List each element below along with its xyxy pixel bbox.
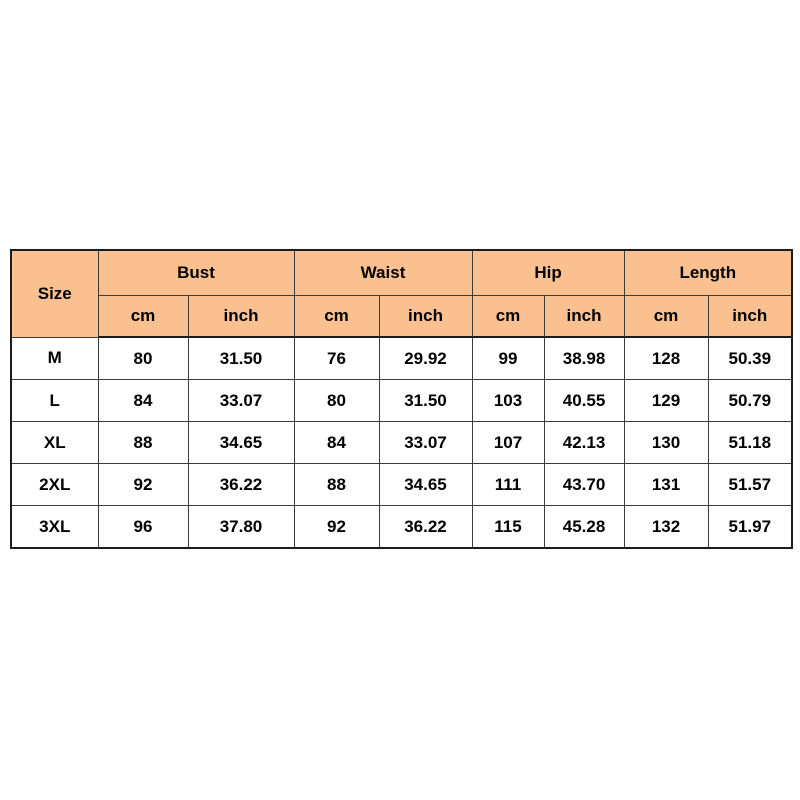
cell-hip-inch: 45.28	[543, 505, 625, 549]
unit-header-hip-cm: cm	[471, 295, 545, 338]
row-size-label: 2XL	[10, 463, 99, 506]
cell-length-cm: 128	[623, 336, 709, 380]
cell-waist-cm: 84	[293, 421, 380, 464]
table-row-l: L 84 33.07 80 31.50 103 40.55 129 50.79	[10, 379, 793, 422]
cell-waist-inch: 31.50	[378, 379, 473, 422]
header-units-row: cm inch cm inch cm inch cm inch	[11, 295, 793, 338]
cell-length-inch: 51.18	[707, 421, 793, 464]
cell-length-inch: 50.79	[707, 379, 793, 422]
cell-waist-inch: 36.22	[378, 505, 473, 549]
cell-length-inch: 51.57	[707, 463, 793, 506]
cell-waist-inch: 33.07	[378, 421, 473, 464]
group-header-bust: Bust	[97, 249, 295, 296]
cell-hip-inch: 43.70	[543, 463, 625, 506]
cell-bust-cm: 80	[97, 336, 189, 380]
cell-waist-inch: 34.65	[378, 463, 473, 506]
row-size-label: XL	[10, 421, 99, 464]
unit-header-hip-inch: inch	[543, 295, 625, 338]
header-groups-row: Size Bust Waist Hip Length	[10, 249, 793, 338]
cell-hip-cm: 111	[471, 463, 545, 506]
cell-hip-inch: 40.55	[543, 379, 625, 422]
cell-bust-cm: 96	[97, 505, 189, 549]
cell-bust-inch: 31.50	[187, 336, 295, 380]
cell-length-cm: 130	[623, 421, 709, 464]
cell-hip-cm: 103	[471, 379, 545, 422]
unit-header-waist-cm: cm	[293, 295, 380, 338]
unit-header-length-inch: inch	[707, 295, 793, 338]
cell-waist-cm: 88	[293, 463, 380, 506]
cell-waist-cm: 76	[293, 336, 380, 380]
cell-waist-cm: 80	[293, 379, 380, 422]
cell-bust-inch: 34.65	[187, 421, 295, 464]
cell-length-inch: 51.97	[707, 505, 793, 549]
cell-waist-inch: 29.92	[378, 336, 473, 380]
row-size-label: L	[10, 379, 99, 422]
unit-header-bust-cm: cm	[97, 295, 189, 338]
group-header-hip: Hip	[471, 249, 625, 296]
cell-hip-inch: 38.98	[543, 336, 625, 380]
unit-header-waist-inch: inch	[378, 295, 473, 338]
size-corner-header: Size	[10, 249, 99, 338]
table-row-xl: XL 88 34.65 84 33.07 107 42.13 130 51.18	[10, 421, 793, 464]
cell-length-cm: 132	[623, 505, 709, 549]
cell-hip-cm: 99	[471, 336, 545, 380]
table-row-m: M 80 31.50 76 29.92 99 38.98 128 50.39	[10, 336, 793, 380]
cell-hip-cm: 107	[471, 421, 545, 464]
row-size-label: M	[10, 336, 99, 380]
unit-header-length-cm: cm	[623, 295, 709, 338]
cell-length-cm: 129	[623, 379, 709, 422]
size-chart-table: Size Bust Waist Hip Length cm inch cm in…	[10, 249, 794, 549]
group-header-waist: Waist	[293, 249, 473, 296]
group-header-length: Length	[623, 249, 793, 296]
cell-hip-cm: 115	[471, 505, 545, 549]
cell-bust-cm: 84	[97, 379, 189, 422]
row-size-label: 3XL	[10, 505, 99, 549]
cell-length-inch: 50.39	[707, 336, 793, 380]
cell-bust-inch: 37.80	[187, 505, 295, 549]
table-row-2xl: 2XL 92 36.22 88 34.65 111 43.70 131 51.5…	[10, 463, 793, 506]
cell-waist-cm: 92	[293, 505, 380, 549]
cell-hip-inch: 42.13	[543, 421, 625, 464]
cell-bust-inch: 36.22	[187, 463, 295, 506]
cell-length-cm: 131	[623, 463, 709, 506]
unit-header-bust-inch: inch	[187, 295, 295, 338]
cell-bust-inch: 33.07	[187, 379, 295, 422]
table-row-3xl: 3XL 96 37.80 92 36.22 115 45.28 132 51.9…	[10, 505, 793, 549]
cell-bust-cm: 88	[97, 421, 189, 464]
cell-bust-cm: 92	[97, 463, 189, 506]
